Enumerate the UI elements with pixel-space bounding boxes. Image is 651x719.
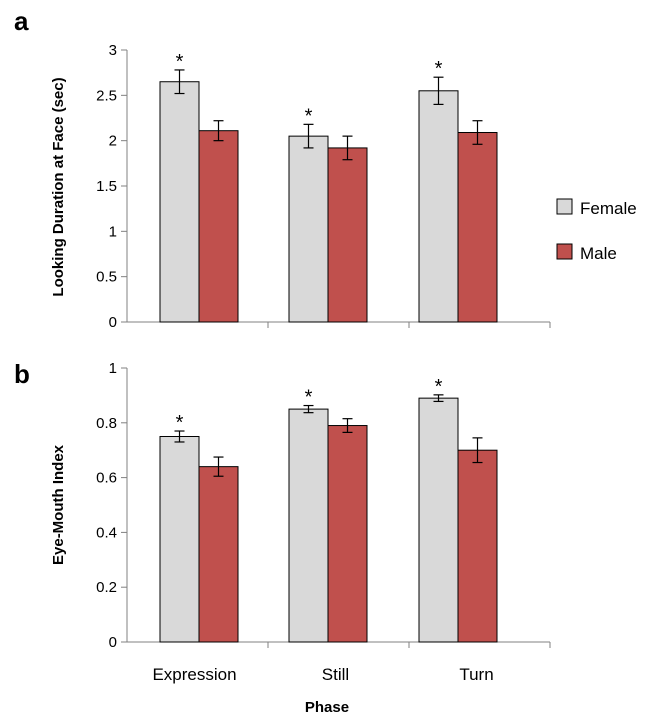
x-tick-label-still: Still bbox=[322, 665, 349, 684]
legend: Female Male bbox=[556, 198, 637, 263]
panel-a-letter: a bbox=[14, 6, 29, 36]
y-tick-label: 1 bbox=[109, 360, 117, 377]
y-tick-label: 0.6 bbox=[96, 470, 117, 487]
y-tick-label: 2 bbox=[109, 133, 117, 150]
y-tick-label: 3 bbox=[109, 42, 117, 59]
legend-label-female: Female bbox=[580, 199, 637, 218]
panel-b-y-axis-title: Eye-Mouth Index bbox=[50, 444, 67, 565]
y-tick-label: 2.5 bbox=[96, 87, 117, 104]
significance-star: * bbox=[435, 376, 443, 398]
significance-star: * bbox=[305, 105, 313, 127]
y-tick-label: 0 bbox=[109, 314, 117, 331]
panel-b-letter: b bbox=[14, 359, 30, 389]
x-axis-title: Phase bbox=[305, 699, 349, 716]
bar-male-still bbox=[327, 425, 368, 643]
y-tick-label: 1.5 bbox=[96, 178, 117, 195]
panel-a-y-axis-title: Looking Duration at Face (sec) bbox=[50, 77, 67, 296]
significance-star: * bbox=[305, 387, 313, 409]
bar-male-turn bbox=[457, 132, 498, 323]
panel-a: a Looking Duration at Face (sec) 0 0.5 1 1.… bbox=[14, 6, 551, 331]
bar-male-still bbox=[327, 147, 368, 323]
y-tick-label: 0.8 bbox=[96, 415, 117, 432]
y-tick-label: 0 bbox=[109, 634, 117, 651]
bar-female-turn bbox=[418, 397, 459, 643]
bar-female-still bbox=[288, 408, 329, 643]
y-tick-label: 1 bbox=[109, 223, 117, 240]
y-tick-label: 0.4 bbox=[96, 524, 117, 541]
significance-star: * bbox=[176, 412, 184, 434]
significance-star: * bbox=[176, 51, 184, 73]
panel-b: b Eye-Mouth Index Phase 0 0.2 0.4 0.6 0.8 1 * E… bbox=[14, 359, 551, 716]
bar-female-turn bbox=[418, 90, 459, 323]
legend-swatch-female bbox=[556, 198, 573, 215]
y-tick-label: 0.5 bbox=[96, 269, 117, 286]
bar-male-expression bbox=[198, 466, 239, 643]
legend-swatch-male bbox=[556, 243, 573, 260]
bar-male-expression bbox=[198, 130, 239, 323]
bar-female-expression bbox=[159, 436, 200, 643]
bar-female-still bbox=[288, 135, 329, 323]
legend-label-male: Male bbox=[580, 244, 617, 263]
y-tick-label: 0.2 bbox=[96, 579, 117, 596]
bar-male-turn bbox=[457, 449, 498, 643]
bar-female-expression bbox=[159, 81, 200, 323]
x-tick-label-turn: Turn bbox=[459, 665, 493, 684]
x-tick-label-expression: Expression bbox=[152, 665, 236, 684]
panel-a-plot: 0 0.5 1 1.5 2 2.5 3 * * * bbox=[96, 42, 551, 331]
panel-b-plot: 0 0.2 0.4 0.6 0.8 1 * Expression * Still * Turn bbox=[96, 360, 551, 684]
significance-star: * bbox=[435, 58, 443, 80]
